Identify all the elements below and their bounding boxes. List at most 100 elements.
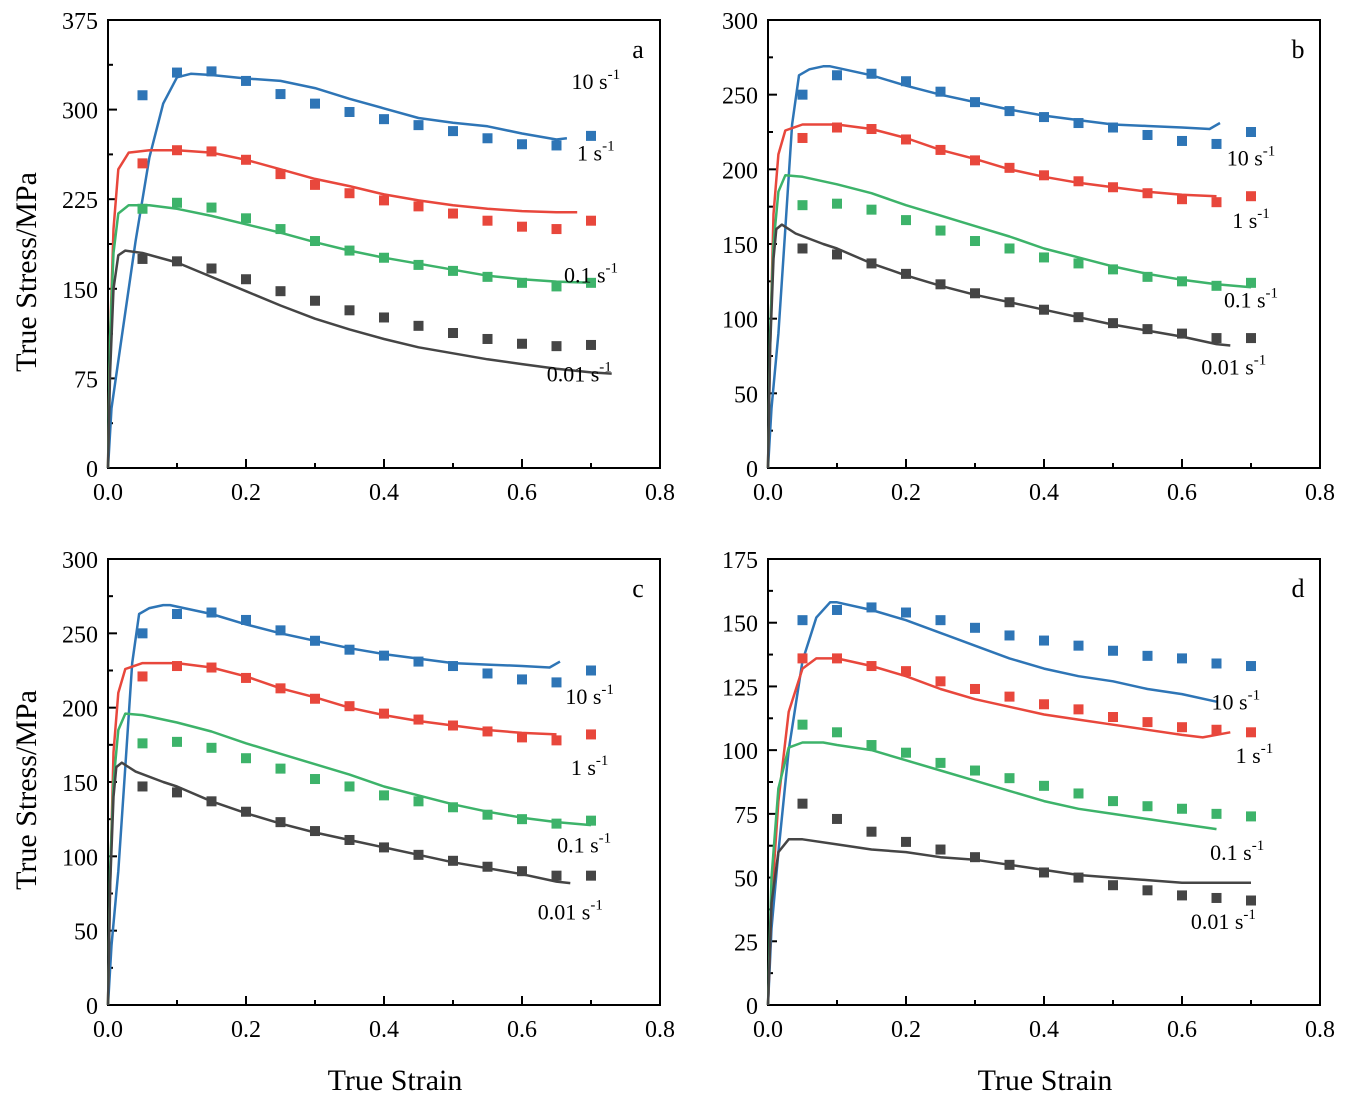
data-point [1073,872,1084,883]
fitted-curve-0_1 [106,712,592,1006]
data-point [901,134,911,145]
data-point [137,628,148,639]
data-point [241,213,251,224]
y-tick-label: 375 [62,9,98,35]
series-label: 0.1 s-1 [557,830,611,857]
data-point [413,849,424,860]
y-tick-label: 300 [62,99,98,125]
data-point [206,146,217,157]
data-point [1004,859,1015,870]
data-point [1211,333,1222,344]
data-point [901,76,911,87]
data-point [448,661,458,672]
data-point [586,729,596,740]
x-tick-label: 0.6 [507,480,537,506]
data-point [241,672,251,683]
panel-letter: c [632,574,644,603]
data-point [1039,699,1049,710]
data-point [901,268,911,279]
series-label: 0.1 s-1 [1224,285,1278,312]
fitted-curve-1 [106,661,557,1006]
series-label: 0.01 s-1 [1191,907,1256,934]
data-point [1211,138,1222,149]
data-point [586,665,596,676]
data-point [551,224,562,235]
data-point [1004,243,1015,254]
data-point [1073,312,1084,323]
data-point [1108,645,1118,656]
data-point [379,195,389,206]
data-point [1211,724,1222,735]
data-point [241,154,251,165]
data-point [866,258,877,269]
data-point [1177,890,1187,901]
data-point [379,790,389,801]
series-label: 1 s-1 [571,753,609,780]
data-point [172,67,182,78]
y-axis-title-bottom: True Stress/MPa [10,690,43,890]
y-tick-label: 200 [62,697,98,723]
data-point [797,200,808,211]
y-tick-label: 250 [722,84,758,110]
y-tick-label: 0 [86,457,98,483]
data-point [586,277,596,288]
y-tick-label: 0 [746,457,758,483]
y-tick-label: 200 [722,158,758,184]
data-point [1246,727,1256,738]
y-tick-label: 300 [62,548,98,574]
data-point [275,625,286,636]
data-point [137,671,148,682]
data-point [482,333,493,344]
fitted-curve-0_01 [766,838,1251,1006]
data-point [241,75,251,86]
data-point [586,130,596,141]
data-point [1004,162,1015,173]
data-point [448,720,458,731]
series-label: 10 s-1 [1212,688,1261,715]
y-tick-label: 75 [734,803,758,829]
data-point [310,635,320,646]
y-tick-label: 25 [734,930,758,956]
x-tick-label: 0.4 [1029,480,1059,506]
data-point [448,265,458,276]
data-point [901,607,911,618]
data-point [797,243,808,254]
data-point [206,607,217,618]
data-point [482,271,493,282]
x-tick-label: 0.0 [753,480,783,506]
data-point [866,826,877,837]
data-point [866,204,877,215]
x-tick-label: 0.4 [1029,1017,1059,1043]
data-point [413,796,424,807]
data-point [1073,788,1084,799]
data-point [172,661,182,672]
data-point [832,813,842,824]
data-point [241,274,251,285]
x-tick-label: 0.8 [1305,1017,1335,1043]
data-point [1246,333,1256,344]
data-point [935,844,946,855]
data-point [586,870,596,881]
data-point [1073,704,1084,715]
data-point [1108,182,1118,193]
fitted-curve-0_1 [106,203,592,469]
data-point [241,614,251,625]
data-point [866,740,877,751]
x-tick-label: 0.2 [891,480,921,506]
data-point [1108,712,1118,723]
data-point [970,852,980,863]
data-point [517,221,527,232]
data-point [344,644,355,655]
data-point [1073,176,1084,187]
series-label: 0.01 s-1 [1201,352,1266,379]
series-label: 10 s-1 [572,67,621,94]
data-point [482,133,493,144]
fitted-curve-0_01 [766,223,1231,469]
data-point [1004,773,1015,784]
x-tick-label: 0.2 [231,480,261,506]
data-point [379,114,389,125]
data-point [1039,170,1049,181]
data-point [172,787,182,798]
data-point [970,622,980,633]
fitted-curve-1 [766,657,1231,1006]
